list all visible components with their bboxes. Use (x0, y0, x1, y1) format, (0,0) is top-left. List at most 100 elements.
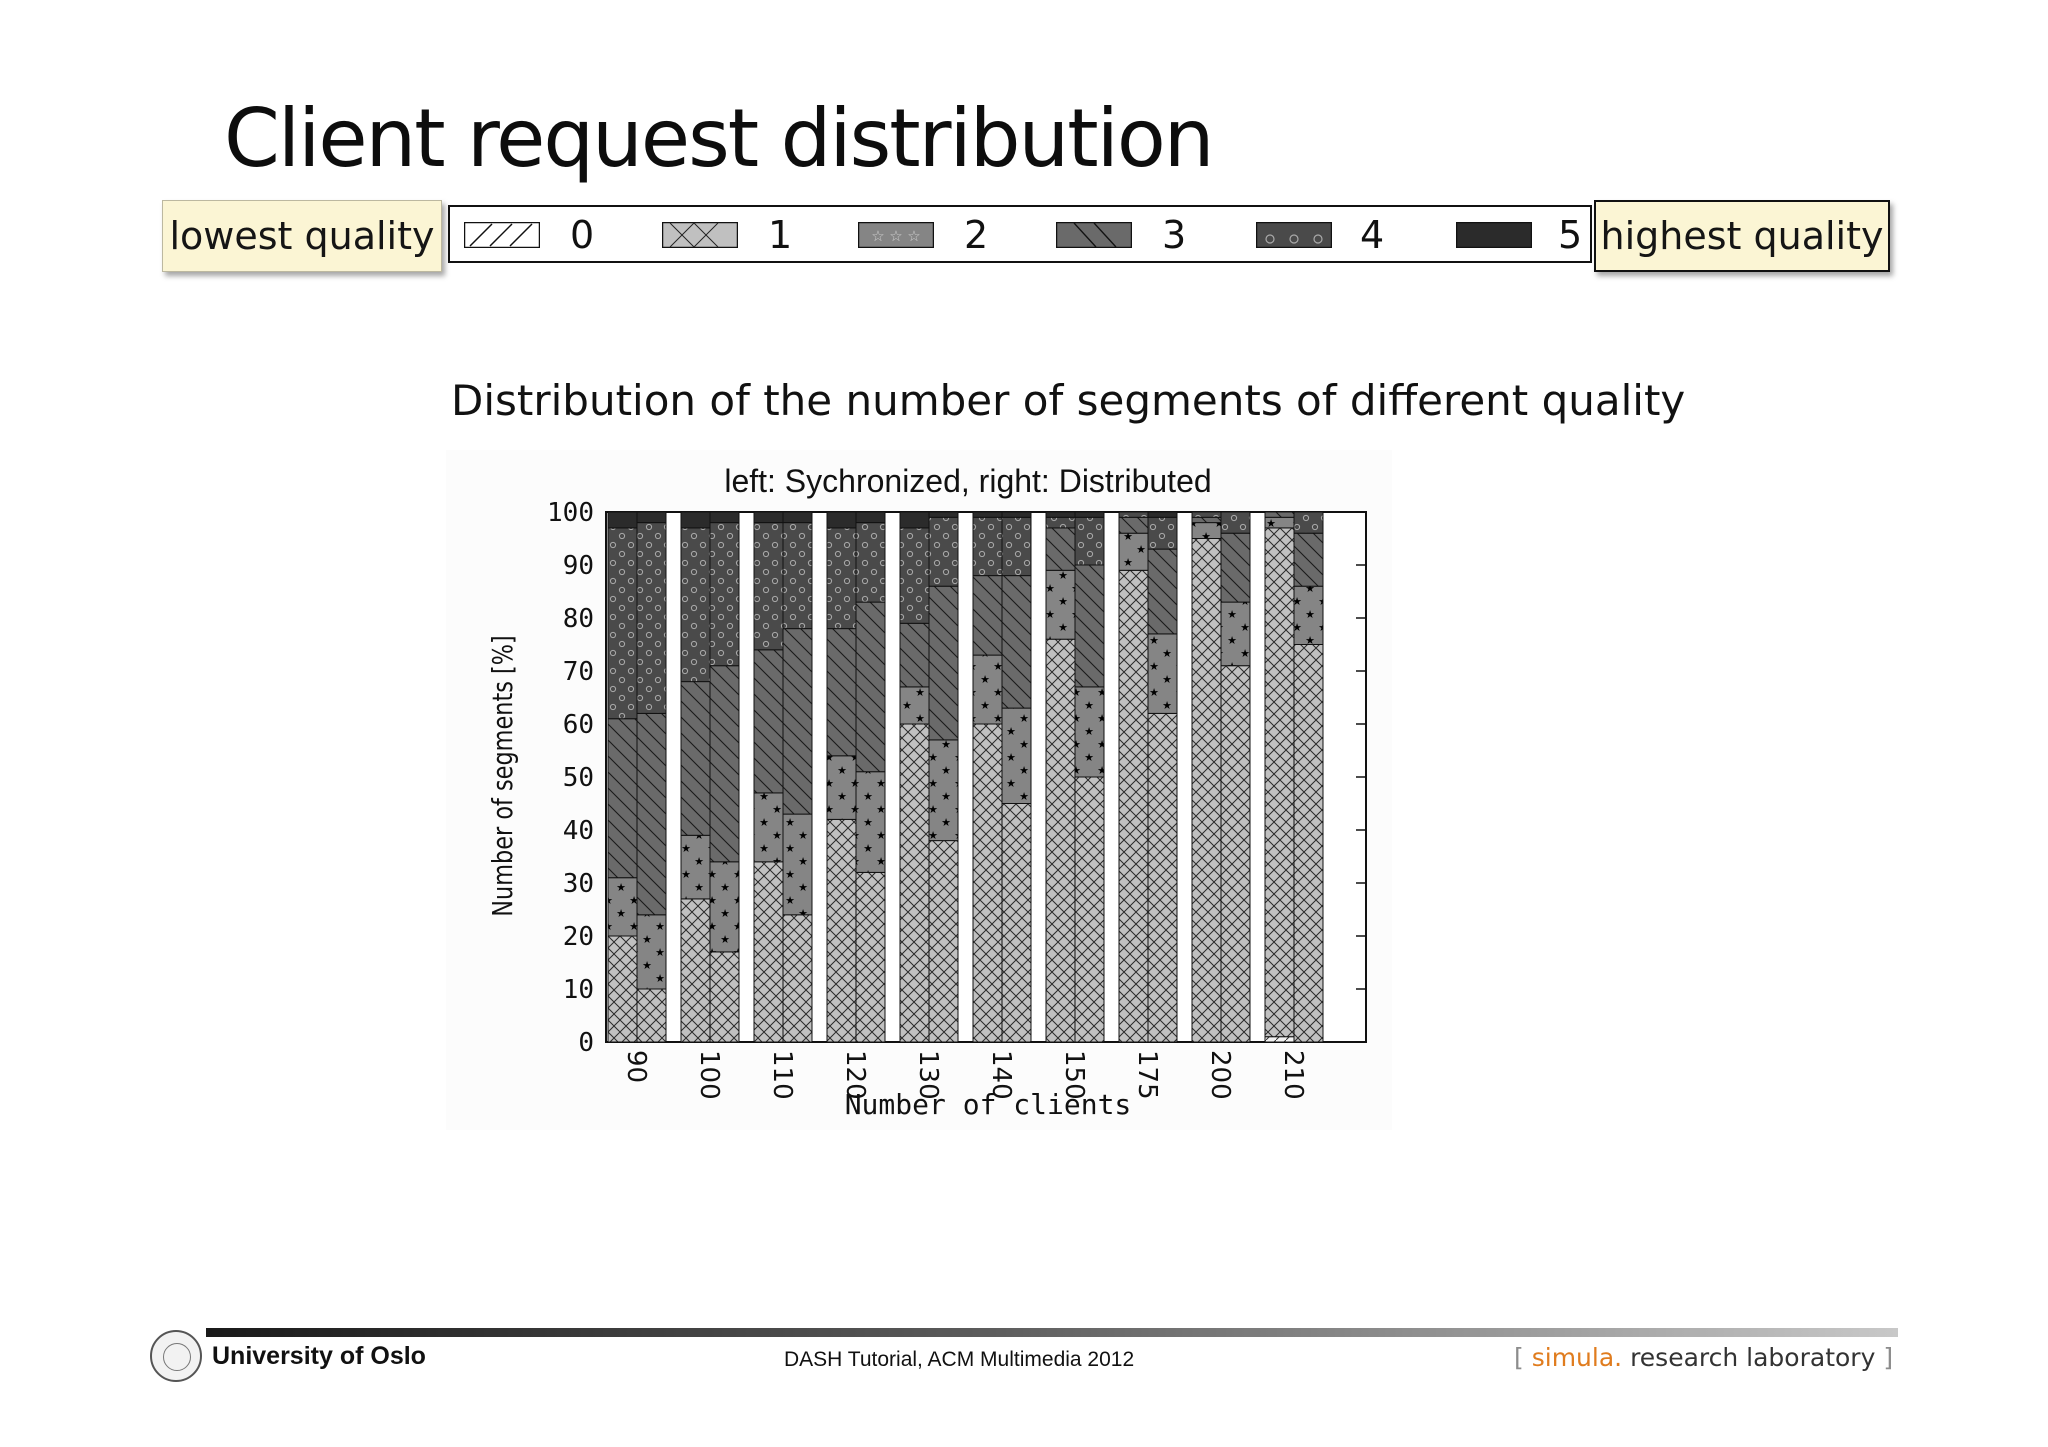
bar-segment-140-distributed-q4 (1001, 516, 1032, 577)
bar-segment-110-distributed-q5 (782, 511, 813, 524)
bar-segment-120-synchronized-q4 (826, 527, 857, 630)
bar-segment-110-distributed-q4 (782, 522, 813, 630)
bar-segment-110-distributed-q2 (782, 813, 813, 916)
y-tick-label: 60 (563, 710, 594, 740)
y-axis-label: Number of segments [%] (485, 635, 518, 917)
bar-segment-140-synchronized-q5 (972, 511, 1003, 518)
legend-label-2: 2 (964, 213, 989, 257)
bar-segment-110-synchronized-q5 (753, 511, 784, 524)
bar-segment-110-synchronized-q3 (753, 649, 784, 794)
bar-segment-175-synchronized-q4 (1118, 511, 1149, 518)
bar-segment-130-distributed-q1 (928, 840, 959, 1043)
bar-segment-130-distributed-q5 (928, 511, 959, 518)
x-axis-ticks: 90 100 110 120 130 140 150 175 200 210 (621, 1050, 1308, 1100)
bar-segment-130-synchronized-q4 (899, 527, 930, 624)
x-tick-label: 175 (1132, 1050, 1162, 1100)
svg-text:☆: ☆ (907, 228, 920, 245)
bar-segment-140-synchronized-q3 (972, 575, 1003, 656)
bar-segment-175-distributed-q3 (1147, 548, 1178, 635)
bar-segment-175-synchronized-q3 (1118, 516, 1149, 534)
bar-segment-120-distributed-q5 (855, 511, 886, 524)
x-tick-label: 130 (913, 1050, 943, 1100)
bar-segment-175-distributed-q1 (1147, 712, 1178, 1043)
bar-segment-90-synchronized-q2 (607, 877, 638, 937)
bar-segment-200-synchronized-q4 (1191, 511, 1222, 518)
y-tick-label: 0 (578, 1028, 594, 1058)
y-tick-label: 90 (563, 551, 594, 581)
bar-segment-210-distributed-q3 (1293, 532, 1324, 587)
bar-segment-90-synchronized-q4 (607, 527, 638, 720)
quality-legend: 0 1 ☆ ☆ ☆ 2 3 4 5 (448, 205, 1592, 263)
bar-segment-100-synchronized-q2 (680, 834, 711, 900)
bar-segment-120-synchronized-q5 (826, 511, 857, 529)
bar-segment-130-synchronized-q3 (899, 622, 930, 688)
bar-segment-150-synchronized-q5 (1045, 511, 1076, 518)
bar-segment-175-synchronized-q2 (1118, 532, 1149, 571)
bar-segment-175-synchronized-q1 (1118, 569, 1149, 1043)
bar-segment-200-distributed-q4 (1220, 511, 1251, 534)
legend-label-1: 1 (768, 213, 793, 257)
bar-segment-90-synchronized-q1 (607, 935, 638, 1043)
bar-segment-150-distributed-q3 (1074, 564, 1105, 688)
chart-area: ★ ★ left: Sychronized, right: Distribute… (446, 450, 1392, 1130)
legend-swatch-0 (464, 222, 540, 248)
bar-segment-130-synchronized-q1 (899, 723, 930, 1043)
legend-label-0: 0 (570, 213, 595, 257)
bar-segment-210-synchronized-q1 (1264, 527, 1295, 1038)
bar-segment-140-synchronized-q4 (972, 516, 1003, 577)
bar-segment-90-synchronized-q3 (607, 718, 638, 879)
bar-segment-100-distributed-q4 (709, 522, 740, 667)
bar-segment-120-distributed-q2 (855, 771, 886, 873)
y-axis-ticks: 0 10 20 30 40 50 60 70 80 90 100 (547, 498, 1366, 1058)
bar-segment-90-synchronized-q5 (607, 511, 638, 529)
bar-segment-90-distributed-q4 (636, 522, 667, 714)
x-tick-label: 120 (840, 1050, 870, 1100)
bar-segment-200-synchronized-q2 (1191, 522, 1222, 539)
bar-segment-210-synchronized-q2 (1264, 516, 1295, 529)
legend-swatch-2: ☆ ☆ ☆ (858, 222, 934, 248)
y-tick-label: 30 (563, 869, 594, 899)
simula-bracket-open: [ (1514, 1343, 1524, 1372)
simula-dot: . (1614, 1343, 1623, 1372)
simula-bracket-close: ] (1883, 1343, 1894, 1372)
stacked-bar-chart: ★ ★ left: Sychronized, right: Distribute… (485, 463, 1367, 1121)
bar-segment-210-distributed-q4 (1293, 511, 1324, 534)
x-tick-label: 210 (1278, 1050, 1308, 1100)
bar-segment-210-synchronized-q0 (1264, 1036, 1295, 1043)
legend-swatch-3 (1056, 222, 1132, 248)
legend-label-5: 5 (1558, 213, 1583, 257)
bar-segment-175-distributed-q4 (1147, 516, 1178, 550)
bar-segment-140-synchronized-q1 (972, 723, 1003, 1043)
footer-center-text: DASH Tutorial, ACM Multimedia 2012 (784, 1348, 1135, 1371)
bar-segment-140-distributed-q3 (1001, 575, 1032, 709)
bar-segment-120-distributed-q4 (855, 522, 886, 603)
bar-segment-140-synchronized-q2 (972, 654, 1003, 725)
bar-segment-120-synchronized-q2 (826, 755, 857, 820)
highest-quality-note: highest quality (1594, 200, 1890, 272)
bar-segment-120-synchronized-q3 (826, 628, 857, 757)
bar-segment-150-distributed-q1 (1074, 776, 1105, 1043)
bar-segment-210-distributed-q1 (1293, 644, 1324, 1043)
y-tick-label: 40 (563, 816, 594, 846)
bar-segment-150-distributed-q5 (1074, 511, 1105, 518)
x-tick-label: 150 (1059, 1050, 1089, 1100)
bar-segment-120-distributed-q1 (855, 871, 886, 1043)
bar-segment-140-distributed-q2 (1001, 707, 1032, 805)
chart-heading: Distribution of the number of segments o… (451, 376, 1686, 425)
legend-swatch-1 (662, 222, 738, 248)
x-axis-label: Number of clients (845, 1088, 1132, 1121)
bar-segment-210-synchronized-q3 (1264, 511, 1295, 518)
bar-segment-130-synchronized-q2 (899, 686, 930, 725)
bar-segment-90-distributed-q3 (636, 712, 667, 916)
x-tick-label: 200 (1205, 1050, 1235, 1100)
y-tick-label: 50 (563, 763, 594, 793)
bar-segment-150-distributed-q4 (1074, 516, 1105, 566)
y-tick-label: 70 (563, 657, 594, 687)
legend-swatch-4 (1256, 222, 1332, 248)
bar-segment-130-distributed-q4 (928, 516, 959, 587)
bar-segment-210-distributed-q2 (1293, 585, 1324, 645)
bar-segment-100-distributed-q2 (709, 861, 740, 953)
svg-text:☆: ☆ (889, 228, 902, 245)
legend-swatch-5 (1456, 222, 1532, 248)
bar-segment-100-synchronized-q4 (680, 527, 711, 683)
